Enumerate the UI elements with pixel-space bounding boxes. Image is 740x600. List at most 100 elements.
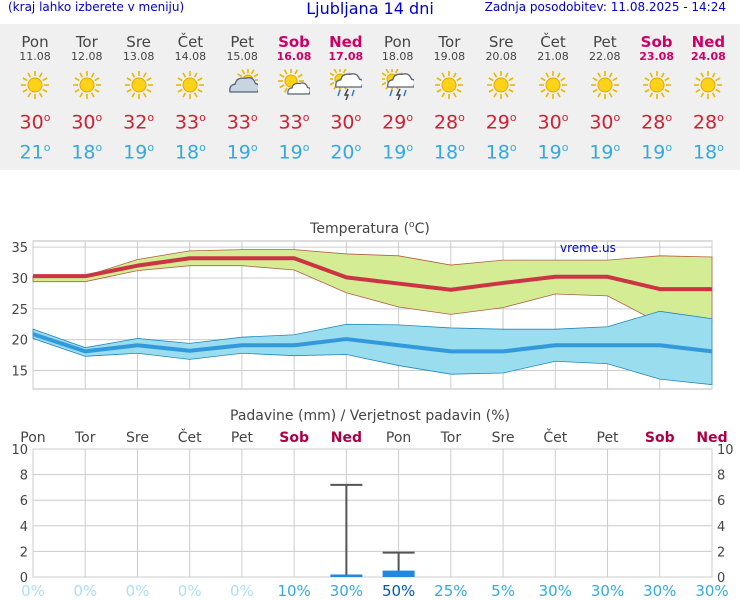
forecast-strip: Pon 11.08 30o 21o Tor 12.08 30o 18o Sre 13.08 32o 1… <box>0 24 740 170</box>
x-tick-label: Pon <box>386 430 411 446</box>
day-column: Tor 12.08 30o 18o <box>61 24 113 164</box>
bar <box>382 570 415 577</box>
y-tick-label: 2 <box>717 545 725 560</box>
sun-icon <box>682 69 734 101</box>
y-tick-label: 25 <box>11 303 28 318</box>
day-column: Ned 24.08 28o 18o <box>682 24 734 164</box>
chart-title: Padavine (mm) / Verjetnost padavin (%) <box>230 408 510 424</box>
sun-cloud-icon <box>268 68 320 101</box>
probability-label: 10% <box>277 582 310 600</box>
y-tick-label: 6 <box>20 494 28 509</box>
x-tick-label: Ned <box>696 430 727 446</box>
day-column: Sob 16.08 33o 19o <box>268 24 320 164</box>
day-name: Pet <box>592 33 617 51</box>
sun-icon <box>164 69 216 101</box>
probability-label: 30% <box>539 582 572 600</box>
day-name: Pon <box>383 33 412 51</box>
sun-icon <box>113 69 165 101</box>
sun-icon <box>61 69 113 101</box>
day-name: Ned <box>329 33 363 51</box>
y-tick-label: 2 <box>20 545 28 560</box>
region-hint[interactable]: (kraj lahko izberete v meniju) <box>8 0 185 14</box>
probability-label: 0% <box>178 582 202 600</box>
x-tick-label: Pet <box>597 430 620 446</box>
temp-max: 30o <box>330 111 362 134</box>
probability-label: 5% <box>491 582 515 600</box>
day-name: Pon <box>21 33 49 51</box>
day-name: Pet <box>230 33 254 51</box>
day-date: 16.08 <box>276 50 312 63</box>
probability-label: 25% <box>434 582 467 600</box>
temp-min: 19o <box>278 141 310 164</box>
temp-min: 20o <box>330 141 362 164</box>
sun-icon <box>423 69 475 101</box>
y-tick-label: 4 <box>717 520 725 535</box>
day-name: Čet <box>540 33 566 51</box>
temp-max: 29o <box>485 111 517 134</box>
x-tick-label: Sre <box>126 430 149 446</box>
day-column: Sob 23.08 28o 19o <box>631 24 683 164</box>
day-name: Tor <box>438 33 461 51</box>
day-date: 14.08 <box>174 50 207 63</box>
probability-label: 30% <box>330 582 363 600</box>
watermark: vreme.us <box>560 241 616 255</box>
x-tick-label: Tor <box>440 430 462 446</box>
min-range-band <box>32 310 713 386</box>
day-date: 18.08 <box>381 50 414 63</box>
temp-max: 32o <box>123 111 155 134</box>
probability-label: 50% <box>382 582 415 600</box>
sun-icon <box>9 69 61 101</box>
day-column: Ned 17.08 30o 20o <box>320 24 372 164</box>
day-column: Sre 13.08 32o 19o <box>113 24 165 164</box>
y-tick-label: 0 <box>20 571 28 586</box>
temp-max: 29o <box>382 111 414 134</box>
day-date: 17.08 <box>328 50 364 63</box>
day-column: Čet 14.08 33o 18o <box>164 24 216 164</box>
sun-icon <box>475 69 527 101</box>
storm-icon <box>320 67 372 101</box>
probability-label: 0% <box>73 582 97 600</box>
day-column: Čet 21.08 30o 19o <box>527 24 579 164</box>
temp-max: 28o <box>641 111 673 134</box>
x-tick-label: Pet <box>231 430 254 446</box>
probability-label: 0% <box>21 582 45 600</box>
storm-icon <box>372 67 424 101</box>
temp-min: 18o <box>433 141 465 164</box>
sun-icon <box>527 69 579 101</box>
day-date: 13.08 <box>122 50 155 63</box>
day-column: Pet 22.08 30o 19o <box>579 24 631 164</box>
y-tick-label: 10 <box>717 443 734 458</box>
day-column: Pon 11.08 30o 21o <box>9 24 61 164</box>
bar <box>330 574 363 577</box>
y-tick-label: 10 <box>11 443 28 458</box>
x-tick-label: Sre <box>492 430 515 446</box>
day-date: 21.08 <box>537 50 569 63</box>
probability-label: 30% <box>643 582 676 600</box>
day-name: Sre <box>126 33 151 51</box>
plot-area <box>32 448 713 578</box>
probability-label: 30% <box>695 582 728 600</box>
y-tick-label: 8 <box>20 469 28 484</box>
x-tick-label: Sob <box>645 430 675 446</box>
y-tick-label: 0 <box>717 571 725 586</box>
temp-min: 21o <box>19 141 51 164</box>
temp-max: 30o <box>537 111 569 134</box>
y-tick-label: 6 <box>717 494 725 509</box>
day-name: Čet <box>177 33 204 51</box>
x-tick-label: Tor <box>74 430 96 446</box>
temp-max: 33o <box>226 111 258 134</box>
day-date: 19.08 <box>433 50 466 63</box>
day-column: Sre 20.08 29o 18o <box>475 24 527 164</box>
temp-min: 19o <box>382 141 414 164</box>
y-tick-label: 4 <box>20 520 28 535</box>
y-tick-label: 30 <box>11 272 28 287</box>
cloudy-icon <box>216 68 268 101</box>
x-tick-label: Pon <box>20 430 45 446</box>
sun-icon <box>631 69 683 101</box>
temp-max: 30o <box>19 111 51 134</box>
y-tick-label: 20 <box>11 334 28 349</box>
temp-max: 28o <box>433 111 465 134</box>
day-date: 11.08 <box>19 50 51 63</box>
temp-max: 28o <box>692 111 724 134</box>
temp-min: 19o <box>641 141 673 164</box>
